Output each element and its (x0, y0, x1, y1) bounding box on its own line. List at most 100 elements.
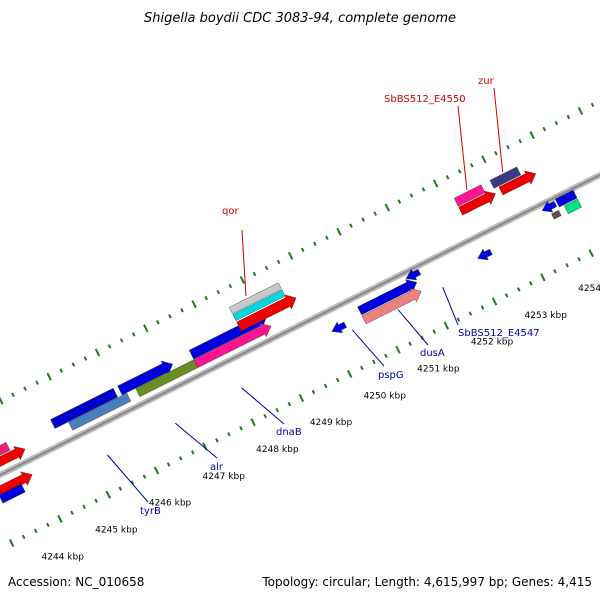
gene-label: SbBS512_E4550 (384, 94, 466, 105)
tick-mark (57, 514, 63, 523)
tick-mark (516, 287, 521, 292)
gene-label: zur (478, 76, 495, 87)
accession-text: Accession: NC_010658 (8, 575, 144, 589)
tick-mark (276, 259, 281, 265)
tick-mark (143, 324, 149, 333)
scale-label: 4252 kbp (471, 338, 514, 348)
feature-gene (0, 483, 26, 504)
feature-gene (0, 446, 26, 467)
tick-mark (142, 474, 147, 479)
tick-mark (565, 263, 569, 268)
tick-mark (445, 175, 450, 180)
genome-backbone (0, 171, 600, 479)
feature-gene (331, 321, 347, 334)
tick-mark (529, 281, 533, 286)
tick-mark (313, 241, 317, 247)
tick-mark (23, 386, 27, 391)
tick-mark (33, 528, 38, 534)
feature-gene (361, 288, 422, 325)
scale-label: 4245 kbp (95, 526, 138, 536)
tick-mark (287, 401, 292, 407)
tick-mark (119, 338, 124, 343)
callout-line (457, 105, 468, 191)
callout-line (493, 87, 504, 173)
tick-mark (8, 538, 15, 547)
feature-gene (405, 268, 422, 281)
scale-labels: 4244 kbp 4245 kbp 4246 kbp 4247 kbp 4248 kbp… (42, 284, 600, 562)
tick-mark (153, 466, 160, 475)
tick-mark (323, 383, 328, 389)
scale-label: 4244 kbp (42, 552, 85, 562)
feature-gene (68, 392, 132, 431)
scale-label: 4249 kbp (310, 418, 353, 428)
tick-mark (190, 450, 195, 455)
scale-label: 4250 kbp (364, 391, 407, 401)
tick-mark (94, 498, 98, 503)
tick-mark (83, 356, 88, 361)
callout-line (241, 387, 285, 425)
tick-mark (263, 413, 267, 419)
tick-mark (21, 534, 26, 540)
tick-mark (335, 377, 340, 383)
gene-features (0, 166, 582, 504)
genome-summary-text: Topology: circular; Length: 4,615,997 bp… (261, 575, 592, 589)
tick-mark (542, 126, 547, 132)
tick-mark (480, 305, 485, 310)
feature-gene (551, 209, 562, 220)
tick-mark (456, 317, 461, 322)
tick-mark (361, 217, 365, 222)
tick-mark (71, 362, 76, 367)
tick-mark (178, 456, 183, 461)
tick-mark (228, 283, 233, 289)
tick-mark (432, 179, 439, 188)
tick-mark (432, 329, 437, 334)
tick-mark (408, 341, 412, 346)
feature-gene (236, 294, 297, 332)
callout-line (397, 309, 429, 346)
tick-mark (275, 407, 280, 413)
callout-line (442, 286, 459, 326)
tick-mark (540, 273, 546, 282)
tick-mark (554, 120, 559, 126)
tick-mark (46, 522, 50, 528)
gene-label: dnaB (276, 427, 302, 438)
scale-label: 4246 kbp (149, 499, 192, 509)
feature-gene (117, 360, 173, 396)
tick-mark (250, 418, 256, 427)
tick-mark (288, 251, 294, 260)
tick-mark (504, 293, 509, 298)
tick-mark (384, 203, 390, 212)
tick-mark (336, 227, 342, 236)
gene-label: SbBS512_E4547 (458, 328, 540, 339)
callout-line (241, 229, 247, 297)
tick-mark (325, 235, 329, 240)
tick-mark (59, 368, 64, 373)
gene-label: alr (210, 462, 224, 473)
tick-mark (409, 193, 414, 198)
feature-gene (489, 166, 522, 189)
feature-gene (458, 190, 496, 216)
tick-mark (566, 114, 571, 120)
scale-label: 4253 kbp (525, 311, 568, 321)
backbone-core (0, 173, 600, 477)
tick-mark (397, 199, 402, 204)
gene-label: qor (222, 206, 239, 217)
tick-mark (94, 348, 101, 357)
tick-mark (590, 102, 595, 108)
tick-mark (300, 247, 305, 253)
feature-gene (50, 387, 118, 429)
feature-gene (554, 189, 578, 208)
scale-label: 4254 kbp (578, 284, 600, 294)
feature-gene (477, 248, 493, 261)
callout-line (174, 422, 218, 459)
feature-gene (563, 198, 582, 215)
scale-label: 4248 kbp (256, 445, 299, 455)
feature-gene (0, 442, 11, 456)
tick-mark (239, 275, 246, 285)
callout-line (352, 329, 385, 367)
gene-label: dusA (420, 348, 445, 359)
tick-mark (395, 345, 401, 354)
feature-gene (135, 359, 199, 398)
tick-mark (494, 150, 498, 156)
